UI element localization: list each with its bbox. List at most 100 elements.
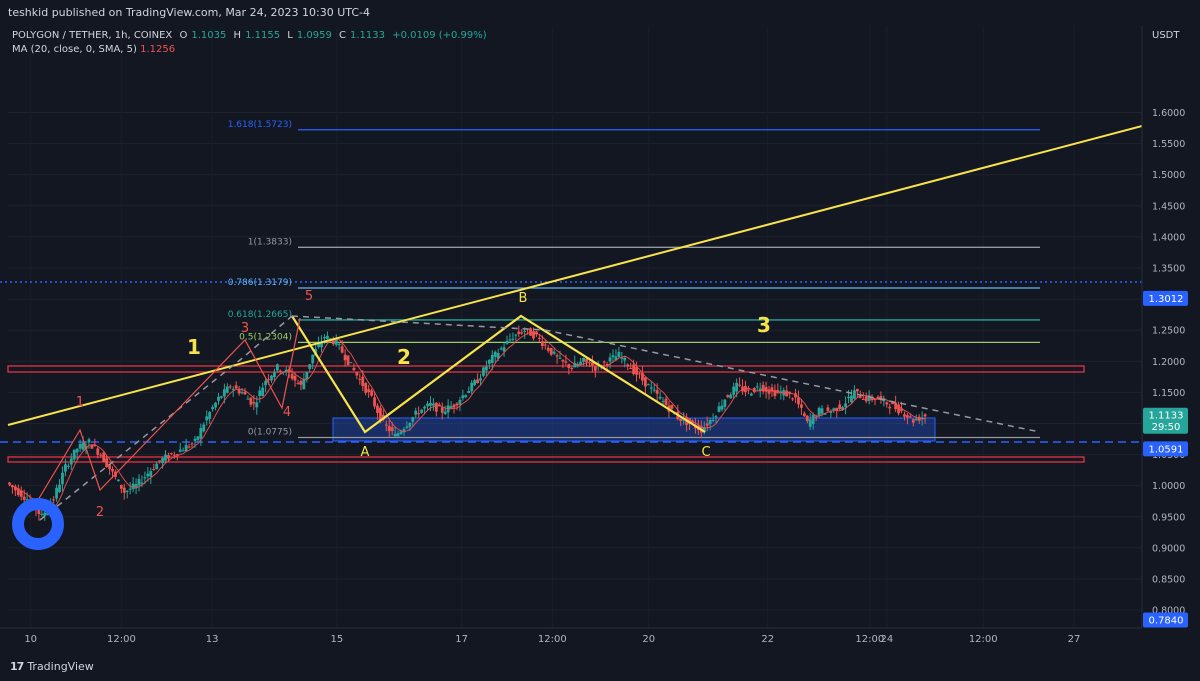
candle-body <box>311 354 315 364</box>
candle-body <box>199 428 203 439</box>
candle-body <box>69 458 73 465</box>
fib-label-0: 1.618(1.5723) <box>228 120 292 130</box>
candle-body <box>608 357 612 362</box>
ma-row: MA (20, close, 0, SMA, 5) 1.1256 <box>12 43 491 57</box>
candle-body <box>202 424 206 432</box>
candle-body <box>814 416 818 418</box>
price-chart[interactable]: 1.618(1.5723) 1(1.3833) 0.786(1.3179) 0.618… <box>0 0 1200 652</box>
candle-body <box>293 375 297 381</box>
top-bar: teshkid published on TradingView.com, Ma… <box>0 0 1200 26</box>
candle-body <box>270 375 273 381</box>
y-tick-label: 1.4000 <box>1152 232 1185 243</box>
y-tick-label: 0.9500 <box>1152 512 1185 523</box>
candle-body <box>299 380 303 385</box>
open-value: 1.1035 <box>191 30 227 41</box>
candle-body <box>755 386 759 388</box>
candle-body <box>343 354 347 361</box>
candle-body <box>482 367 485 376</box>
x-tick-label: 12:00 <box>538 634 567 645</box>
candle-body <box>855 388 859 392</box>
resistance-band-lower <box>7 456 1085 463</box>
candle-body <box>231 388 235 390</box>
price-label-bg-2 <box>1143 441 1188 457</box>
candle-body <box>134 484 138 488</box>
fib-label-1: 1(1.3833) <box>248 237 292 247</box>
candle-body <box>40 513 44 515</box>
candle-body <box>832 408 836 411</box>
candle-body <box>549 347 553 355</box>
candle-body <box>305 372 309 380</box>
candle-body <box>844 403 847 408</box>
candle-body <box>449 406 453 409</box>
candle-body <box>81 443 85 450</box>
candle-body <box>532 331 535 339</box>
wave-label-1: 2 <box>397 345 411 369</box>
y-tick-label: 1.3500 <box>1152 264 1185 275</box>
candle-body <box>646 384 650 386</box>
candle-body <box>767 389 771 394</box>
price-axis: USDT 1.6000 1.5500 1.5000 1.4500 1.4000 1.3500… <box>1141 26 1200 652</box>
candle-body <box>78 444 82 449</box>
candle-body <box>487 359 491 364</box>
chart-legend: POLYGON / TETHER, 1h, COINEX O 1.1035 H 1.… <box>12 29 491 57</box>
price-label-bg-0 <box>1143 290 1188 306</box>
tradingview-logo[interactable]: 17 TradingView <box>10 660 94 673</box>
candle-body <box>605 363 609 365</box>
candle-body <box>96 448 100 455</box>
ma-label[interactable]: MA (20, close, 0, SMA, 5) <box>12 44 137 55</box>
candle-body <box>190 443 194 445</box>
candle-body <box>384 424 388 426</box>
candle-body <box>679 418 683 422</box>
candle-body <box>237 389 241 394</box>
price-label-0: 1.3012 <box>1149 294 1184 305</box>
candle-body <box>923 414 927 417</box>
candle-body <box>361 376 365 387</box>
candle-body <box>37 510 41 514</box>
candle-body <box>455 403 459 406</box>
candle-body <box>761 384 765 392</box>
candle-body <box>805 415 809 422</box>
candle-body <box>567 364 571 369</box>
candle-body <box>540 341 544 347</box>
fib-label-2: 0.786(1.3179) <box>228 278 292 288</box>
price-label-3: 0.7840 <box>1149 616 1184 627</box>
candle-body <box>169 453 173 455</box>
candle-body <box>635 367 638 375</box>
candle-body <box>331 340 335 345</box>
candle-body <box>228 386 232 388</box>
candle-body <box>570 368 574 370</box>
candle-body <box>52 499 56 501</box>
candle-body <box>702 427 706 433</box>
x-tick-label: 22 <box>761 634 774 645</box>
candle-body <box>164 454 167 461</box>
candle-body <box>511 338 515 340</box>
price-label-2: 1.0591 <box>1149 444 1184 455</box>
symbol-label[interactable]: POLYGON / TETHER, 1h, COINEX <box>12 30 173 41</box>
candle-body <box>729 394 733 399</box>
candle-body <box>90 444 94 449</box>
candle-body <box>508 339 512 341</box>
x-tick-label: 12:00 <box>107 634 136 645</box>
y-tick-label: 1.2500 <box>1152 326 1185 337</box>
candle-body <box>72 449 76 460</box>
candle-body <box>161 458 164 464</box>
candle-body <box>43 512 47 516</box>
candle-body <box>399 431 403 434</box>
candle-body <box>908 416 912 418</box>
candle-body <box>61 472 64 485</box>
candle-body <box>158 460 162 462</box>
candle-body <box>208 411 212 419</box>
candle-body <box>255 402 259 408</box>
candle-body <box>187 446 191 448</box>
y-tick-label: 1.2000 <box>1152 357 1185 368</box>
candle-body <box>664 398 668 406</box>
candle-body <box>888 406 892 409</box>
grid-lines <box>8 26 1142 628</box>
candle-body <box>464 395 468 398</box>
candle-body <box>632 364 636 374</box>
candle-body <box>585 358 588 363</box>
candle-body <box>791 398 794 400</box>
candle-body <box>523 330 527 332</box>
candle-body <box>614 356 618 361</box>
candle-body <box>496 353 500 359</box>
